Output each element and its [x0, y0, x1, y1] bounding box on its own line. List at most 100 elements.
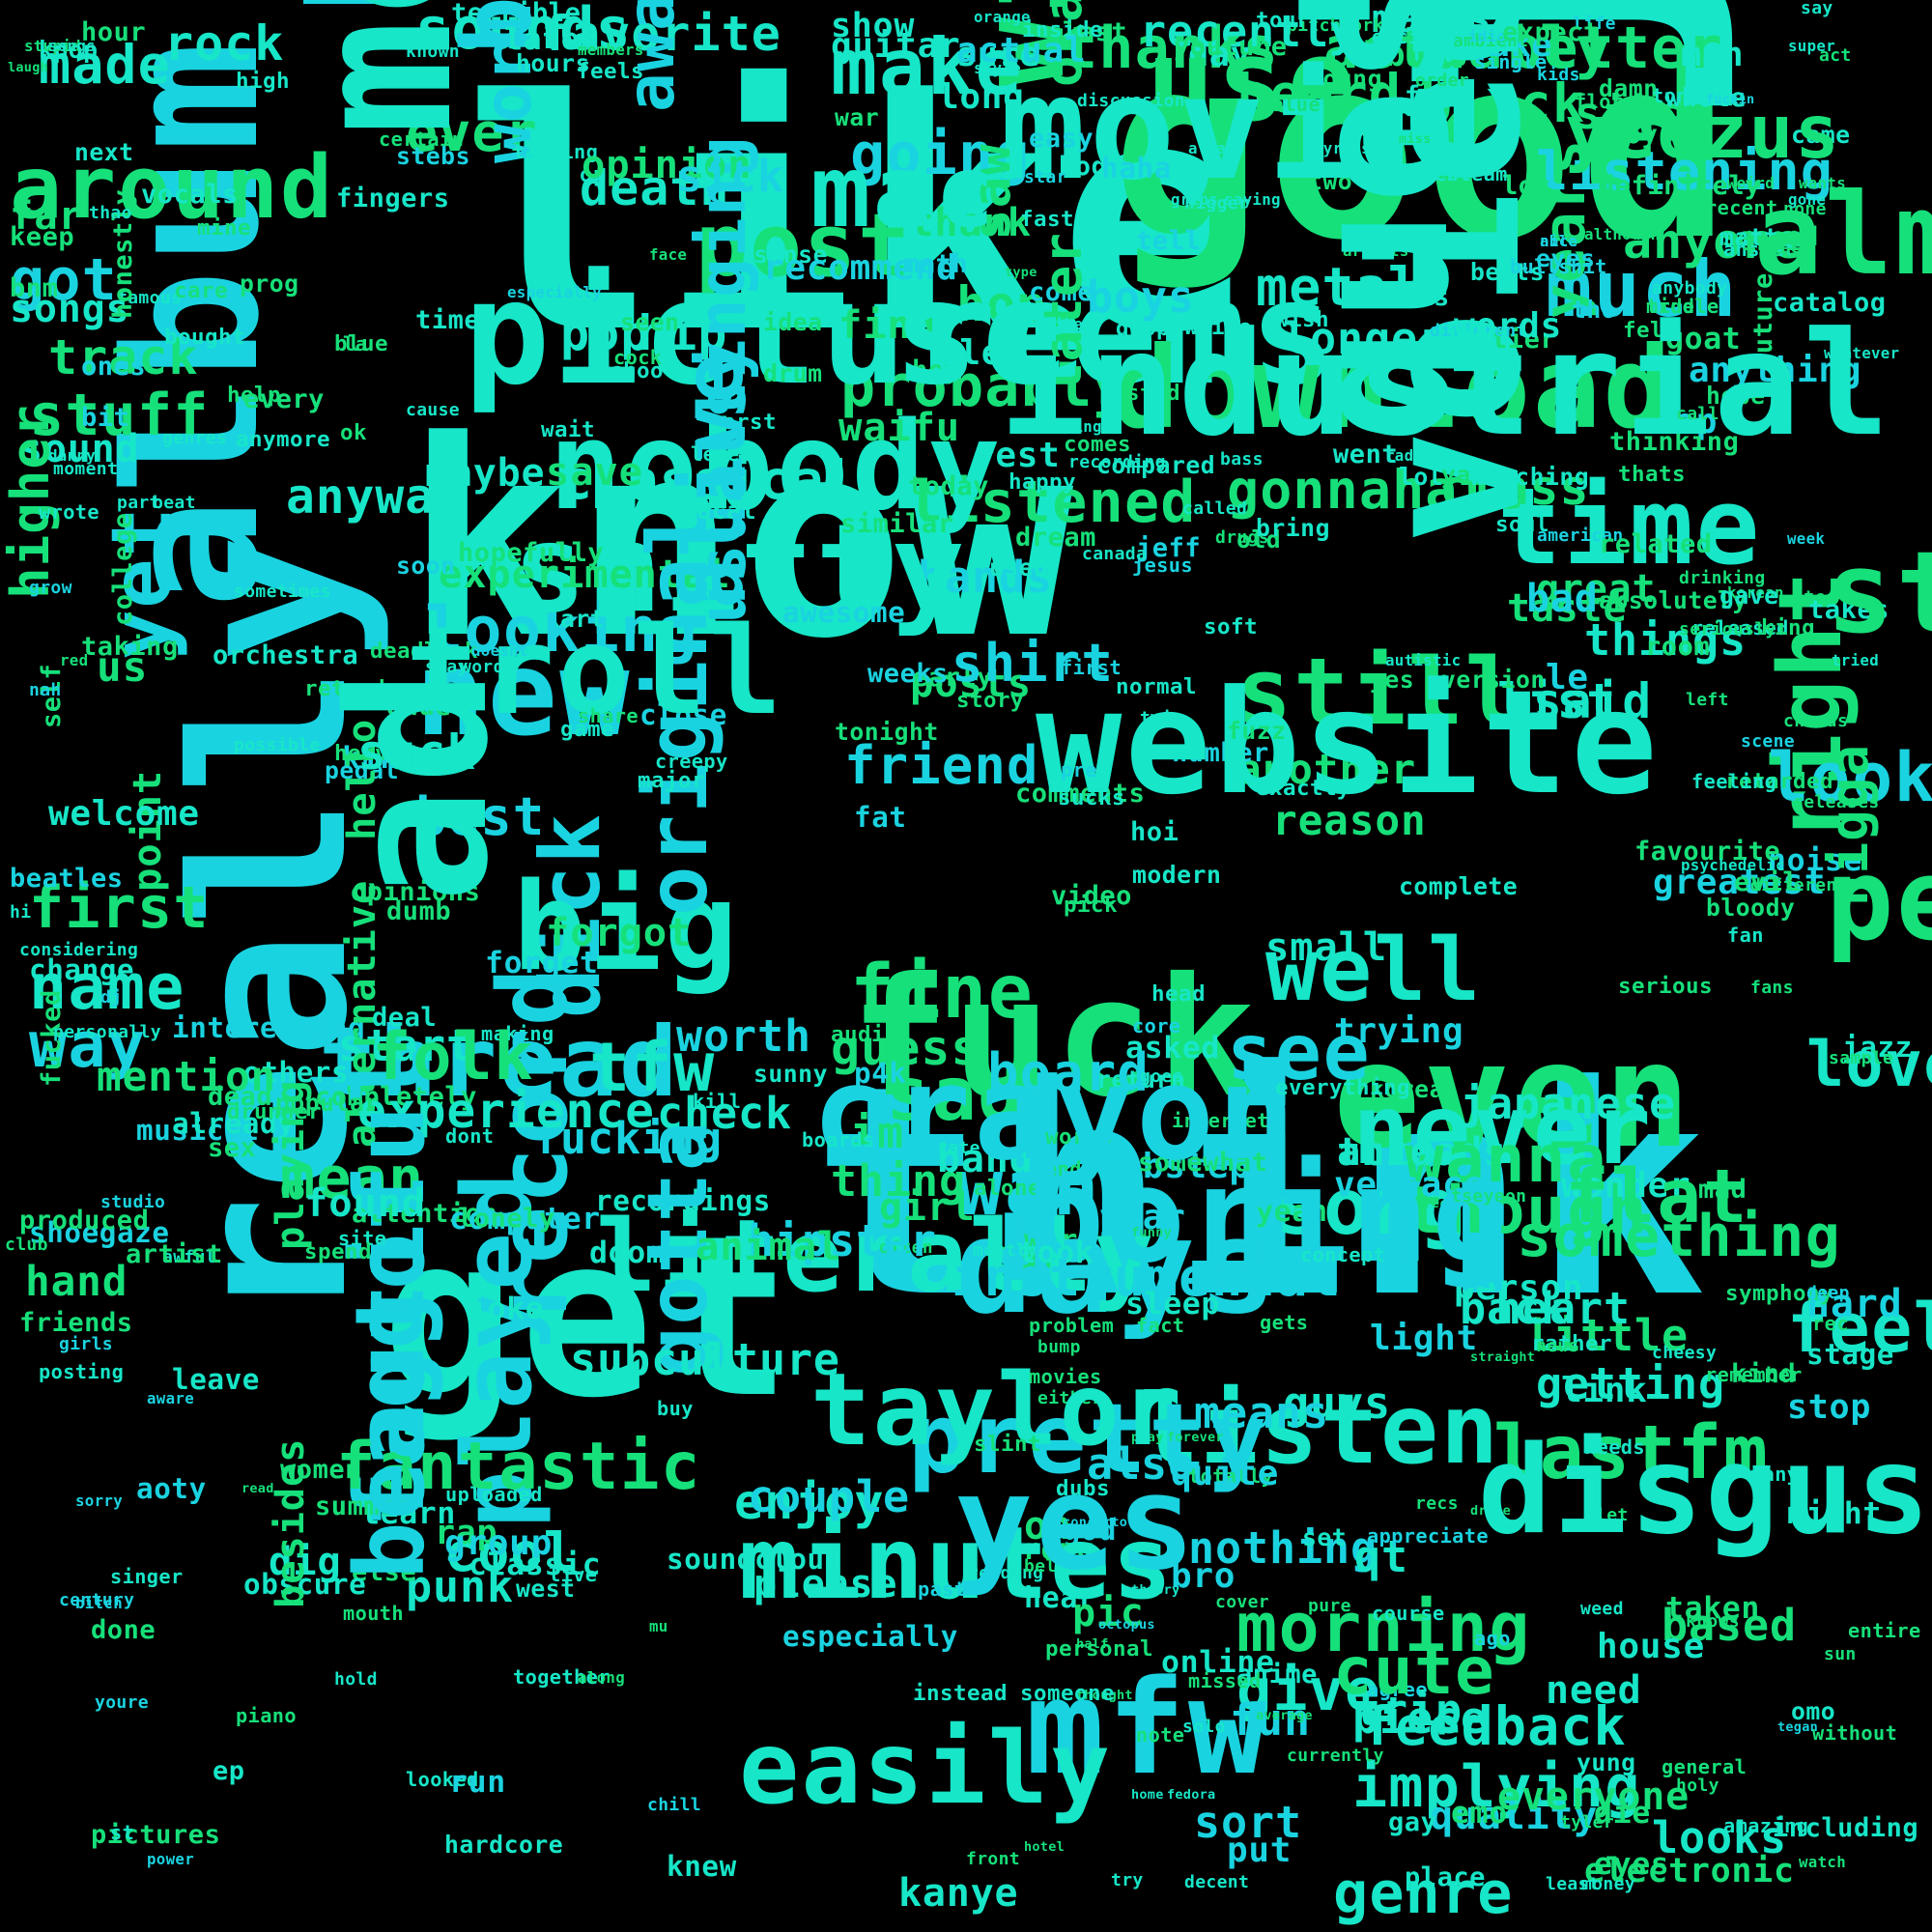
cloud-word: subculture: [570, 1334, 840, 1385]
cloud-word: ago: [1474, 1627, 1511, 1650]
cloud-word: enjoy: [734, 1474, 885, 1530]
cloud-word: joke: [469, 1292, 545, 1326]
cloud-word: along: [578, 1668, 625, 1687]
cloud-word: hear: [1024, 1581, 1096, 1615]
cloud-word: download: [1111, 322, 1674, 454]
cloud-word: thinking: [1609, 427, 1740, 457]
cloud-word: still: [1236, 639, 1522, 746]
cloud-word: p4k: [854, 1057, 907, 1090]
cloud-word: leave: [172, 1363, 260, 1396]
cloud-word: known: [406, 42, 460, 62]
cloud-word: fuck: [850, 943, 1259, 1134]
cloud-word: personally: [53, 1022, 161, 1042]
cloud-word: play: [1131, 1430, 1164, 1445]
cloud-word: welcome: [48, 794, 200, 834]
cloud-word: give: [1236, 1657, 1381, 1724]
cloud-word: completely: [315, 1082, 477, 1112]
cloud-word: youtube: [1174, 32, 1288, 62]
cloud-word: absolutely: [1599, 586, 1747, 614]
cloud-word: fucking: [533, 1113, 723, 1164]
cloud-word: fuckin: [1706, 92, 1755, 107]
cloud-word: back: [1460, 1283, 1568, 1334]
cloud-word: already: [172, 1107, 296, 1140]
cloud-word: rest: [974, 436, 1061, 475]
cloud-word: obscure: [243, 1568, 367, 1601]
cloud-word: guitar: [831, 26, 961, 66]
cloud-word: mu: [649, 1617, 668, 1635]
cloud-word: see: [1227, 1008, 1372, 1097]
cloud-word: cool: [444, 1521, 577, 1583]
cloud-word: funny: [1131, 1225, 1172, 1240]
cloud-word: kids: [1537, 65, 1580, 85]
cloud-word: ya: [1441, 461, 1471, 489]
cloud-word: compared: [1096, 451, 1216, 479]
cloud-word: makes: [1372, 0, 1492, 42]
cloud-word: bands: [918, 552, 1053, 603]
cloud-word: lol: [1399, 463, 1444, 491]
cloud-word: lastfm: [1493, 1410, 1770, 1496]
cloud-word: mean: [280, 1145, 425, 1212]
cloud-word: order: [1415, 71, 1469, 91]
cloud-word: high: [236, 69, 290, 94]
cloud-word: posting: [39, 1360, 125, 1383]
cloud-word: something: [1517, 1203, 1841, 1270]
cloud-word: art: [560, 605, 606, 633]
cloud-word: past: [918, 1577, 967, 1601]
cloud-word: idiot: [1468, 27, 1516, 45]
cloud-word: dumb: [386, 896, 452, 926]
cloud-word: scene: [1741, 731, 1795, 752]
cloud-word: sure: [956, 36, 1041, 74]
cloud-word: comes: [1064, 432, 1131, 457]
cloud-word: die: [1594, 1796, 1651, 1831]
cloud-word: chill: [647, 1795, 701, 1815]
cloud-word: least: [1546, 1874, 1600, 1894]
cloud-word: white: [1184, 315, 1252, 340]
cloud-word: take: [1468, 26, 1553, 65]
cloud-word: deal: [372, 1003, 438, 1033]
cloud-word: online: [1161, 1645, 1275, 1680]
cloud-word: friend: [844, 735, 1039, 796]
cloud-word: thought: [1076, 1688, 1133, 1703]
cloud-word: releases: [1793, 792, 1880, 812]
cloud-word: late: [504, 22, 581, 57]
cloud-word: level: [691, 442, 752, 466]
cloud-word: movies: [1029, 1365, 1102, 1388]
cloud-word: sunny: [753, 1060, 828, 1088]
cloud-word: thing: [831, 1155, 966, 1207]
cloud-word: war: [835, 103, 880, 131]
cloud-word: recommend: [763, 248, 958, 288]
cloud-word: think: [811, 1024, 1714, 1361]
cloud-word: often: [879, 1237, 933, 1258]
cloud-word: today: [908, 471, 989, 501]
cloud-word: tho: [1572, 296, 1617, 324]
cloud-word: american: [1537, 526, 1624, 546]
cloud-word: hard: [1806, 1282, 1903, 1326]
cloud-word: fantastic: [336, 1428, 701, 1504]
cloud-word: agree: [1367, 1678, 1428, 1701]
cloud-word: floral: [1575, 90, 1648, 113]
cloud-word: nice: [1540, 232, 1578, 250]
cloud-word: young: [1308, 65, 1382, 93]
cloud-word: mention: [97, 1053, 277, 1101]
cloud-word: personal: [1045, 1636, 1153, 1662]
cloud-word: electronic: [1584, 1852, 1795, 1890]
cloud-word: experimental: [439, 551, 731, 597]
cloud-word: related: [1599, 529, 1713, 559]
cloud-word: mad: [1698, 1175, 1747, 1205]
cloud-word: hi: [10, 902, 32, 923]
cloud-word: pedal: [325, 756, 399, 784]
cloud-word: trying: [1334, 1011, 1464, 1051]
cloud-word: actual: [956, 31, 1087, 71]
cloud-word: live: [549, 1563, 598, 1586]
cloud-word: anybody: [1652, 278, 1728, 298]
cloud-word: picture: [464, 250, 1089, 417]
cloud-word: hoi: [1130, 817, 1179, 847]
cloud-word: goat: [1665, 322, 1742, 356]
cloud-word: reason: [1272, 797, 1427, 845]
cloud-word: gay: [1388, 1807, 1437, 1837]
cloud-word: person: [1454, 1268, 1584, 1308]
cloud-word: king: [1761, 615, 1815, 640]
cloud-word: symphony: [1725, 1281, 1833, 1306]
cloud-word: life: [1573, 14, 1616, 34]
cloud-word: soft: [1204, 614, 1258, 639]
